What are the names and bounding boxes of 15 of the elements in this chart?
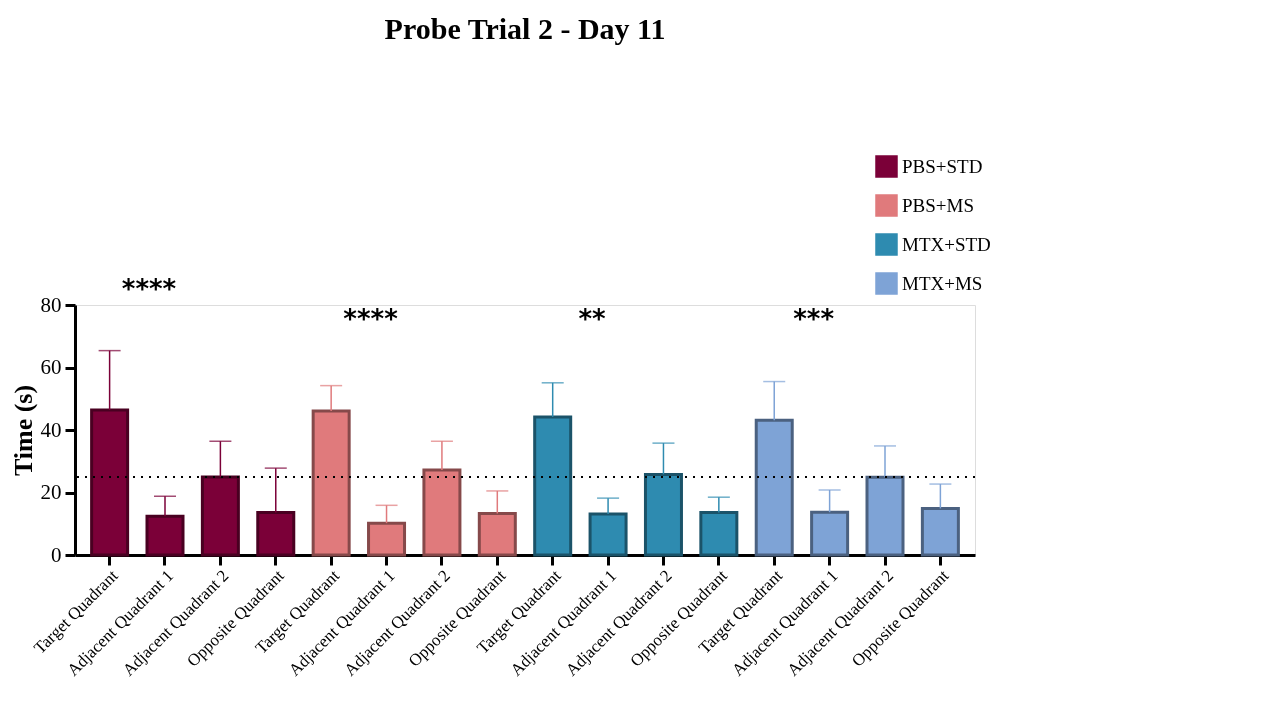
y-tick-label: 20: [40, 480, 62, 504]
y-tick-label: 40: [40, 417, 62, 442]
y-axis-title: Time (s): [8, 384, 38, 477]
annotation: ***: [793, 304, 835, 334]
legend-label: MTX+MS: [902, 272, 983, 294]
legend-label: MTX+STD: [902, 233, 991, 255]
y-tick-label: 0: [51, 542, 62, 567]
y-tick-label: 80: [40, 292, 62, 317]
chart-title: Probe Trial 2 - Day 11: [384, 12, 666, 45]
legend-label: PBS+STD: [902, 155, 983, 177]
text: ****: [121, 274, 177, 304]
y-tick-label: 60: [40, 355, 62, 379]
annotation: **: [578, 304, 607, 334]
annotation: ****: [343, 304, 399, 334]
legend-label: PBS+MS: [902, 194, 974, 216]
